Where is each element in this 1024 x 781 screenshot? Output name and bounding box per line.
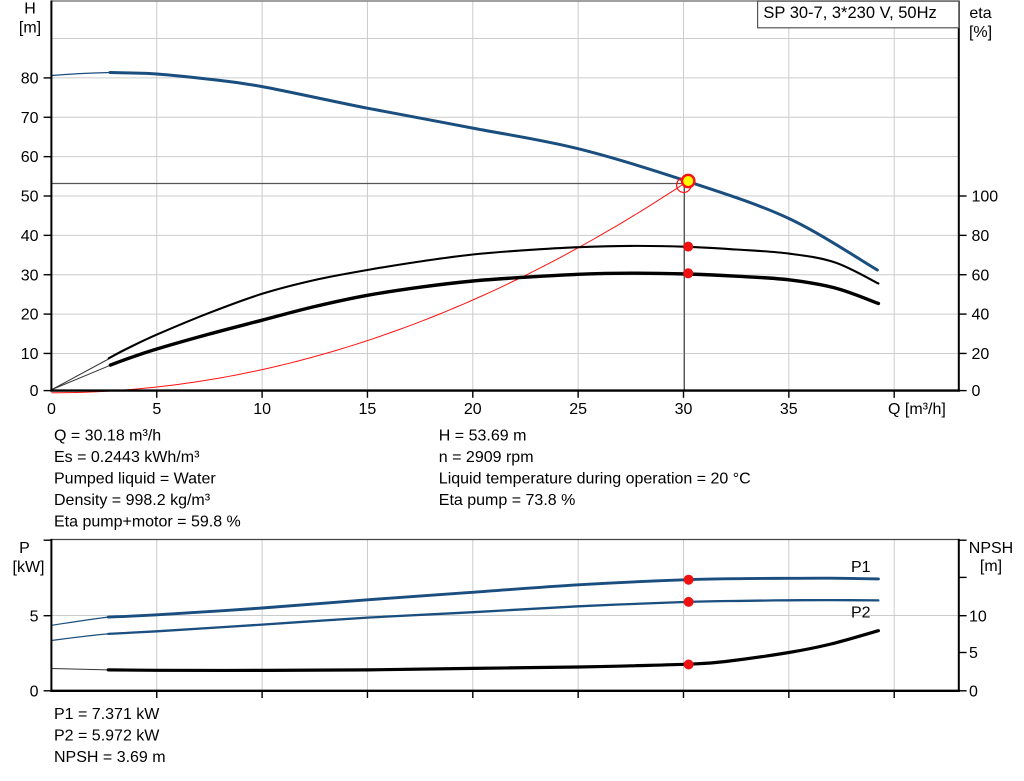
svg-text:40: 40 — [972, 307, 990, 324]
svg-text:100: 100 — [972, 189, 999, 206]
svg-text:Eta pump+motor = 59.8 %: Eta pump+motor = 59.8 % — [54, 513, 241, 530]
svg-text:20: 20 — [21, 307, 39, 324]
svg-text:30: 30 — [21, 267, 39, 284]
svg-text:0: 0 — [972, 383, 981, 400]
svg-text:20: 20 — [972, 346, 990, 363]
svg-text:80: 80 — [972, 228, 990, 245]
svg-text:[%]: [%] — [969, 24, 992, 41]
svg-text:H: H — [24, 1, 36, 18]
svg-text:10: 10 — [969, 608, 987, 625]
svg-text:10: 10 — [21, 346, 39, 363]
svg-text:0: 0 — [30, 383, 39, 400]
svg-text:NPSH: NPSH — [969, 540, 1013, 557]
svg-text:5: 5 — [969, 645, 978, 662]
svg-text:30: 30 — [675, 401, 693, 418]
svg-text:10: 10 — [253, 401, 271, 418]
svg-text:P2 = 5.972 kW: P2 = 5.972 kW — [54, 727, 160, 744]
svg-text:50: 50 — [21, 189, 39, 206]
svg-text:eta: eta — [969, 5, 991, 22]
svg-text:Pumped liquid = Water: Pumped liquid = Water — [54, 470, 216, 487]
svg-text:35: 35 — [780, 401, 798, 418]
svg-text:Density = 998.2 kg/m³: Density = 998.2 kg/m³ — [54, 492, 211, 509]
svg-text:20: 20 — [464, 401, 482, 418]
svg-text:P: P — [19, 540, 30, 557]
svg-text:Eta pump = 73.8 %: Eta pump = 73.8 % — [439, 492, 576, 509]
svg-text:Es = 0.2443 kWh/m³: Es = 0.2443 kWh/m³ — [54, 449, 200, 466]
svg-text:[m]: [m] — [19, 20, 41, 37]
svg-text:5: 5 — [30, 608, 39, 625]
svg-text:80: 80 — [21, 71, 39, 88]
svg-text:70: 70 — [21, 110, 39, 127]
svg-text:P1 = 7.371 kW: P1 = 7.371 kW — [54, 706, 160, 723]
svg-text:0: 0 — [969, 683, 978, 700]
svg-text:H = 53.69 m: H = 53.69 m — [439, 427, 527, 444]
svg-text:Q = 30.18 m³/h: Q = 30.18 m³/h — [54, 427, 161, 444]
svg-text:Liquid temperature during oper: Liquid temperature during operation = 20… — [439, 470, 751, 487]
svg-text:SP 30-7, 3*230 V, 50Hz: SP 30-7, 3*230 V, 50Hz — [763, 4, 936, 22]
svg-text:0: 0 — [30, 683, 39, 700]
svg-text:P2: P2 — [851, 605, 871, 622]
svg-text:[m]: [m] — [980, 558, 1002, 575]
svg-text:15: 15 — [359, 401, 377, 418]
svg-text:60: 60 — [21, 149, 39, 166]
svg-text:P1: P1 — [851, 559, 871, 576]
svg-text:n = 2909 rpm: n = 2909 rpm — [439, 449, 534, 466]
svg-text:5: 5 — [152, 401, 161, 418]
svg-text:NPSH = 3.69 m: NPSH = 3.69 m — [54, 749, 166, 766]
svg-text:40: 40 — [21, 228, 39, 245]
svg-text:0: 0 — [47, 401, 56, 418]
svg-text:[kW]: [kW] — [13, 559, 45, 576]
svg-text:Q [m³/h]: Q [m³/h] — [888, 401, 946, 418]
svg-text:25: 25 — [569, 401, 587, 418]
svg-text:60: 60 — [972, 267, 990, 284]
